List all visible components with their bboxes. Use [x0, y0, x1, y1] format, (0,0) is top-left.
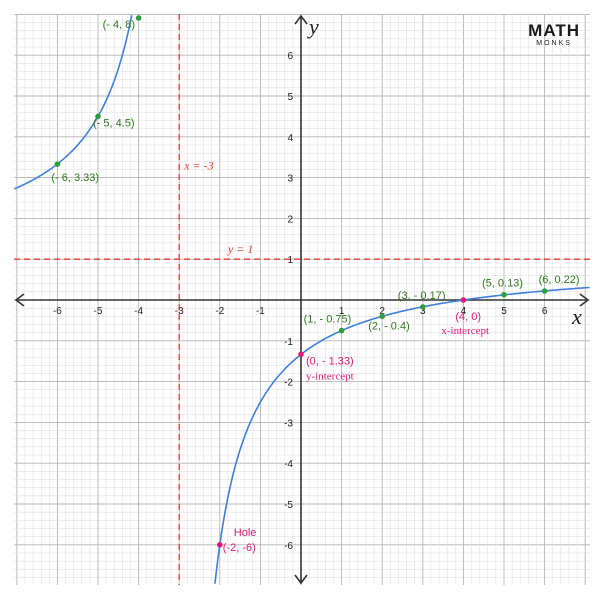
hole-marker — [217, 542, 223, 548]
x-tick-label: -5 — [94, 306, 103, 317]
point-label: (1, - 0.75) — [304, 314, 352, 326]
x-tick-label: -3 — [175, 306, 184, 317]
math-monks-logo: MATH MONKS — [528, 22, 580, 48]
tick-labels: -6 -5 -4 -3 -2 -1 1 2 3 4 5 6 -6 -5 -4 -3 -2 -1 1 2 3 4 5 6 — [53, 51, 548, 552]
x-tick-label: 1 — [339, 306, 345, 317]
logo-sub-text: MONKS — [536, 40, 572, 47]
x-axis-arrow-left — [14, 293, 25, 307]
data-point — [379, 313, 386, 320]
data-point — [135, 15, 142, 21]
intercept-marker — [298, 351, 304, 358]
intercept-marker — [460, 297, 467, 303]
x-tick-label: 6 — [542, 306, 548, 317]
data-point — [541, 288, 548, 294]
data-point — [501, 291, 507, 298]
intercept-sublabel: y-intercept — [306, 370, 354, 382]
curve-right-branch — [214, 286, 590, 584]
x-tick-label: -6 — [53, 306, 62, 317]
point-label: (5, 0.13) — [482, 278, 523, 290]
point-label: (6, 0.22) — [539, 274, 580, 286]
point-label: (0, - 1.33) — [306, 355, 354, 367]
y-axis-arrow-down — [294, 574, 308, 585]
y-tick-label: -3 — [284, 418, 293, 429]
axes: xy — [14, 14, 590, 585]
x-tick-label: -1 — [256, 306, 265, 317]
point-label: (- 5, 4.5) — [93, 117, 135, 129]
logo-main-text: MATH — [528, 21, 580, 40]
y-tick-label: -2 — [284, 378, 293, 389]
data-point — [54, 161, 61, 167]
data-point — [338, 327, 345, 334]
x-tick-label: -2 — [215, 306, 224, 317]
x-axis-label: x — [571, 304, 582, 329]
x-tick-label: -4 — [134, 306, 143, 317]
y-axis-arrow-up — [294, 14, 308, 25]
y-axis-label: y — [307, 14, 319, 39]
point-label: (4, 0) — [455, 311, 481, 323]
x-axis-arrow-right — [579, 293, 590, 307]
data-point — [95, 113, 101, 120]
asymptotes: x = -3 y = 1 — [14, 14, 590, 585]
y-tick-label: -6 — [284, 541, 293, 552]
y-tick-label: 1 — [287, 255, 293, 266]
x-tick-label: 4 — [461, 306, 467, 317]
point-label: (- 4, 8) — [103, 19, 135, 31]
y-tick-label: -1 — [284, 337, 293, 348]
data-point — [420, 304, 426, 310]
point-label: (-2, -6) — [223, 542, 256, 554]
point-label: (- 6, 3.33) — [51, 172, 99, 184]
y-tick-label: 6 — [287, 51, 293, 62]
y-tick-label: 5 — [287, 92, 293, 103]
y-tick-label: 2 — [287, 214, 293, 225]
curve-left-branch — [13, 15, 133, 190]
hole-sublabel: Hole — [234, 527, 257, 539]
y-tick-label: 3 — [287, 174, 293, 185]
vertical-asymptote-label: x = -3 — [183, 158, 213, 172]
y-tick-label: -5 — [284, 500, 293, 511]
y-tick-label: 4 — [287, 133, 293, 144]
horizontal-asymptote-label: y = 1 — [227, 242, 253, 256]
x-tick-label: 5 — [501, 306, 507, 317]
x-tick-label: 3 — [420, 306, 426, 317]
function-curve — [13, 15, 590, 584]
intercept-sublabel: x-intercept — [441, 325, 489, 337]
x-tick-label: 2 — [379, 306, 385, 317]
point-label: (3, - 0.17) — [398, 290, 446, 302]
y-tick-label: -4 — [284, 459, 293, 470]
point-label: (2, - 0.4) — [368, 320, 410, 332]
marked-points: (- 4, 8) (- 5, 4.5) (- 6, 3.33) (1, - 0.75)… — [51, 15, 580, 554]
